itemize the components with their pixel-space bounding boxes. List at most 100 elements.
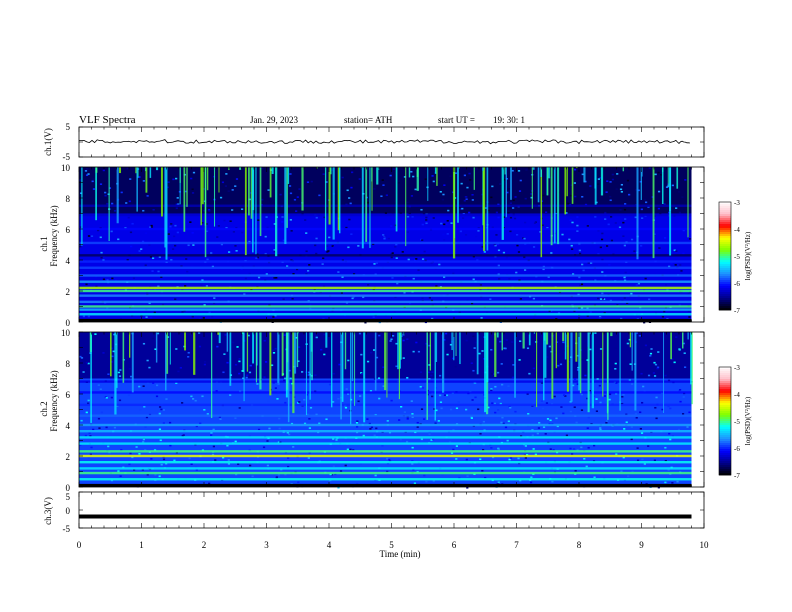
spectrogram-cell <box>675 250 678 252</box>
spectrogram-cell <box>457 401 460 403</box>
spectrogram-cell <box>630 332 633 335</box>
spectrogram-cell <box>512 199 515 202</box>
spectrogram-cell <box>102 352 105 354</box>
spectrogram-cell <box>470 362 473 365</box>
spectrogram-cell <box>118 399 122 402</box>
spectrogram-cell <box>425 222 428 225</box>
spectrogram-cell <box>266 440 269 442</box>
spectrogram-cell <box>431 395 434 398</box>
spectrogram-streak <box>496 332 499 338</box>
spectrogram-streak <box>629 332 632 348</box>
spectrogram-cell <box>570 184 573 187</box>
spectrogram-cell <box>541 407 545 410</box>
spectrogram-cell <box>227 251 231 253</box>
spectrogram-cell <box>99 183 103 185</box>
colorbar-cell <box>719 294 731 297</box>
spectrogram-cell <box>142 385 145 387</box>
spectrogram-cell <box>206 258 209 261</box>
spectrogram-cell <box>506 191 509 194</box>
spectrogram-cell <box>470 417 473 419</box>
spectrogram-cell <box>640 245 643 247</box>
spectrogram-cell <box>574 469 577 472</box>
spectrogram-cell <box>144 426 147 428</box>
spectrogram-cell <box>620 183 623 186</box>
spectrogram-streak <box>486 167 489 251</box>
colorbar-cell <box>719 272 731 275</box>
spectrogram-streak <box>663 332 665 413</box>
spectrogram-cell <box>119 369 122 371</box>
spectrogram-band <box>79 450 692 453</box>
spectrogram-cell <box>571 273 575 275</box>
spectrogram-cell <box>455 407 459 410</box>
spectrogram-cell <box>150 224 153 227</box>
spectrogram-cell <box>159 439 162 442</box>
spectrogram-cell <box>607 223 610 226</box>
colorbar-cell <box>719 212 731 215</box>
spectrogram-cell <box>504 347 507 350</box>
spectrogram-cell <box>425 216 428 219</box>
spectrogram-cell <box>398 234 401 237</box>
spectrogram-cell <box>264 252 267 255</box>
ch1-ytick-8: 8 <box>66 194 71 204</box>
spectrogram-streak <box>451 332 453 351</box>
spectrogram-cell <box>507 212 510 214</box>
spectrogram-cell <box>557 364 560 367</box>
spectrogram-cell <box>201 221 204 224</box>
spectrogram-cell <box>462 217 465 219</box>
spectrogram-cell <box>622 235 625 237</box>
spectrogram-cell <box>417 350 421 353</box>
colorbar-cell <box>719 387 731 390</box>
spectrogram-streak <box>218 332 221 344</box>
spectrogram-cell <box>430 299 434 302</box>
colorbar-cell <box>719 465 731 468</box>
spectrogram-cell <box>599 348 603 350</box>
spectrogram-cell <box>295 268 299 271</box>
spectrogram-cell <box>390 399 393 402</box>
spectrogram-cell <box>643 321 646 324</box>
spectrogram-cell <box>99 388 102 391</box>
spectrogram-cell <box>517 170 521 172</box>
spectrogram-cell <box>626 179 630 182</box>
spectrogram-cell <box>257 219 260 222</box>
spectrogram-cell <box>507 420 510 423</box>
spectrogram-streak <box>281 332 284 377</box>
spectrogram-cell <box>165 398 168 400</box>
colorbar-cell <box>719 202 731 205</box>
ch1-ytick-bottom: -5 <box>63 152 71 162</box>
colorbar-cell <box>719 445 731 448</box>
spectrogram-streak <box>169 332 171 365</box>
spectrogram-cell <box>264 361 268 363</box>
spectrogram-cell <box>673 361 676 364</box>
spectrogram-cell <box>388 458 391 461</box>
spectrogram-cell <box>449 408 453 411</box>
spectrogram-cell <box>428 296 431 299</box>
spectrogram-cell <box>587 446 590 449</box>
colorbar-cell <box>719 304 731 307</box>
spectrogram-cell <box>487 406 490 409</box>
spectrogram-cell <box>465 339 468 342</box>
spectrogram-cell <box>216 236 219 238</box>
spectrogram-streak <box>546 167 548 196</box>
spectrogram-cell <box>187 351 190 354</box>
spectrogram-band <box>79 471 692 475</box>
spectrogram-cell <box>84 434 88 437</box>
spectrogram-cell <box>637 282 641 285</box>
spectrogram-cell <box>550 310 553 312</box>
spectrogram-cell <box>360 372 363 374</box>
spectrogram-cell <box>671 184 674 187</box>
colorbar-cell <box>719 254 731 257</box>
spectrogram-cell <box>463 199 466 202</box>
spectrogram-cell <box>372 349 376 351</box>
spectrogram-streak <box>505 167 507 218</box>
spectrogram-cell <box>420 208 423 211</box>
spectrogram-cell <box>156 332 160 335</box>
spectrogram-cell <box>660 174 663 176</box>
ch2-colorbar-frame <box>718 366 732 476</box>
spectrogram-cell <box>432 480 435 482</box>
spectrogram-cell <box>663 203 666 206</box>
spectrogram-cell <box>633 250 636 253</box>
spectrogram-cell <box>470 191 473 193</box>
spectrogram-cell <box>594 215 597 218</box>
spectrogram-streak <box>325 332 328 348</box>
spectrogram-streak <box>455 332 457 356</box>
